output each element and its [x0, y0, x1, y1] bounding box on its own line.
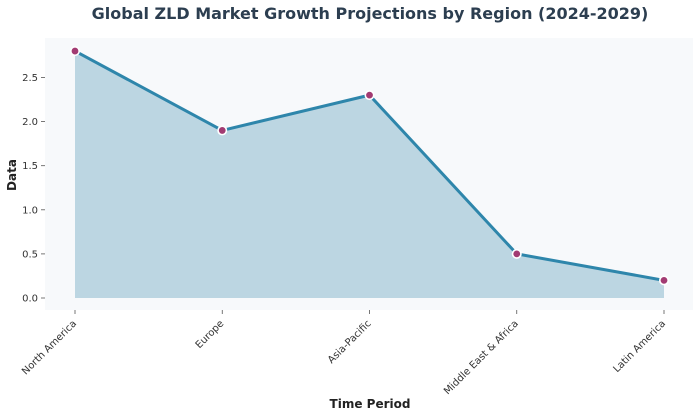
data-point — [511, 248, 522, 259]
data-point — [70, 46, 81, 57]
y-tick-label: 0.5 — [22, 249, 38, 260]
y-tick-label: 1.0 — [22, 205, 38, 216]
y-axis: 0.0 0.5 1.0 1.5 2.0 2.5 — [22, 73, 45, 305]
data-point — [217, 125, 228, 136]
x-tick-label: Europe — [194, 318, 227, 351]
y-tick-label: 2.5 — [22, 73, 38, 84]
y-axis-label: Data — [5, 159, 19, 191]
y-tick-label: 1.5 — [22, 161, 38, 172]
x-tick-label: Middle East & Africa — [442, 318, 521, 397]
x-axis-label: Time Period — [330, 397, 411, 411]
marker-layer — [70, 46, 669, 286]
area-layer — [75, 51, 664, 298]
x-tick-label: Latin America — [611, 318, 668, 375]
x-axis: North America Europe Asia-Pacific Middle Ea… — [20, 310, 668, 397]
area-fill — [75, 51, 664, 298]
y-tick-label: 2.0 — [22, 117, 38, 128]
y-tick-label: 0.0 — [22, 294, 38, 305]
x-tick-label: Asia-Pacific — [326, 318, 374, 366]
chart-title: Global ZLD Market Growth Projections by … — [92, 4, 649, 23]
data-point — [658, 275, 669, 286]
data-point — [364, 90, 375, 101]
x-tick-label: North America — [20, 318, 79, 377]
